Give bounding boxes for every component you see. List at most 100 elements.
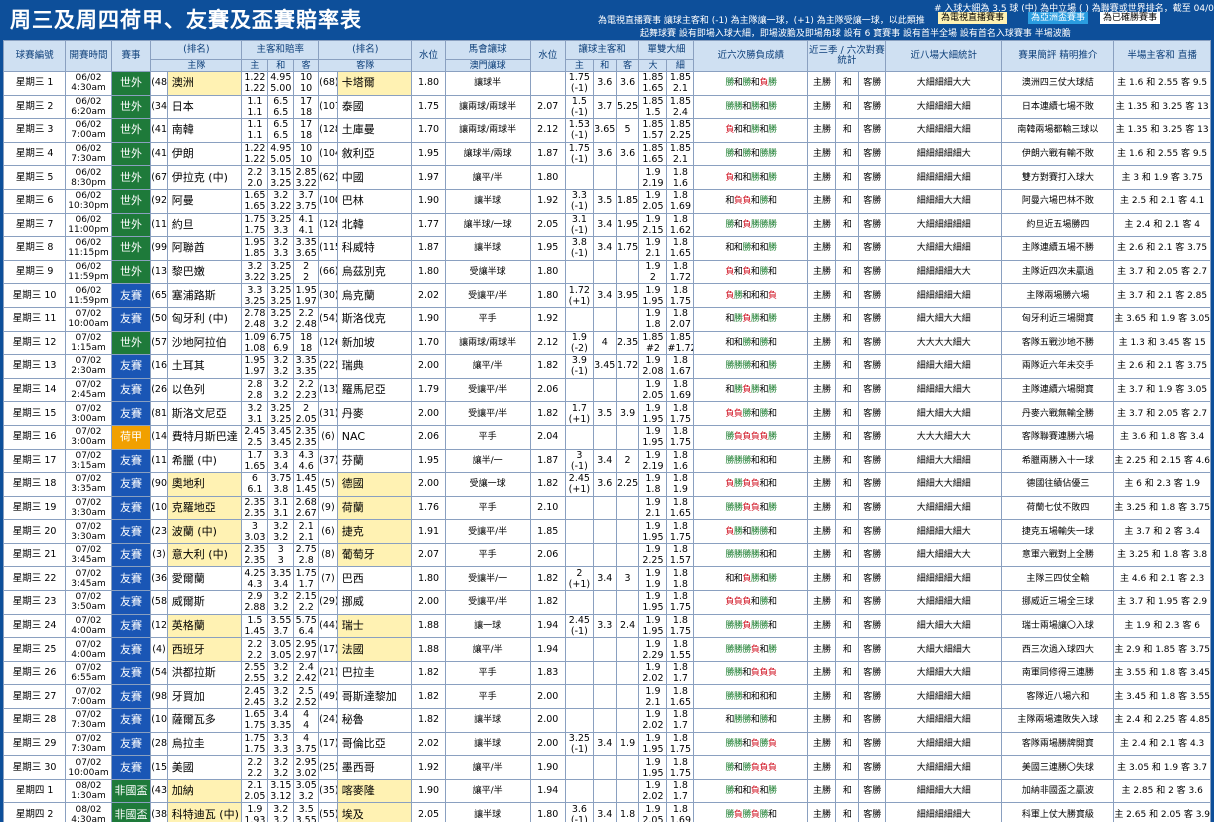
hhad-home-bottom <box>566 390 592 401</box>
table-row[interactable]: 星期三 1907/023:30am友賽(10)克羅地亞2.352.353.13.… <box>2 495 1211 521</box>
form-result: 和 <box>725 196 734 207</box>
form-result: 和 <box>725 385 734 396</box>
form-result: 和 <box>750 243 760 254</box>
odds-home-top: 2.2 <box>247 638 263 650</box>
odds-home-top: 4.25 <box>244 567 266 579</box>
kickoff-time: 08/02 1:30am <box>65 778 112 804</box>
recent-form: 和和負勝和勝 <box>693 566 809 592</box>
form-result: 勝 <box>725 149 734 160</box>
handicap-line: 受讓半球 <box>444 259 531 285</box>
hhad-away <box>615 708 640 733</box>
table-row[interactable]: 星期三 2907/027:30am友賽(28)烏拉圭1.751.753.33.3… <box>2 731 1211 757</box>
form-result: 和 <box>759 550 768 561</box>
hhad-home-top <box>566 308 592 319</box>
kickoff-time: 07/02 7:30am <box>65 731 112 757</box>
form-result: 勝 <box>742 762 751 773</box>
kickoff-clock: 2:45am <box>71 390 106 401</box>
table-row[interactable]: 星期三 21 07/02 3:45am 友賽 (3) 意大利 (中) 2.35 2.35 3 3 2… <box>2 542 1211 568</box>
table-row[interactable]: 星期三 1207/021:15am世外(57)沙地阿拉伯1.091.086.75… <box>2 330 1211 356</box>
hhad-home-bottom <box>566 555 592 566</box>
table-row[interactable]: 星期三 406/027:30am世外(41)伊朗1.221.224.955.05… <box>2 141 1211 167</box>
match-number: 星期三 4 <box>2 141 67 167</box>
match-analysis: 希臘兩勝入十一球 <box>1001 448 1115 474</box>
hilo-high-bottom: 2.1 <box>645 507 661 519</box>
water-2: 2.12 <box>529 118 566 143</box>
table-row[interactable]: 星期三 606/0210:30pm世外(92)阿曼1.651.653.23.22… <box>2 188 1211 214</box>
table-row[interactable]: 星期三 1307/022:30am友賽(16)土耳其1.951.973.23.2… <box>2 354 1211 379</box>
odds-draw-bottom: 3.45 <box>270 437 292 449</box>
table-row[interactable]: 星期三 25 07/02 4:00am 友賽 (4) 西班牙 2.2 2.2 3.05 3.05 2… <box>2 637 1211 662</box>
table-row[interactable]: 星期三 1507/023:00am友賽(81)斯洛文尼亞3.23.13.253.… <box>2 401 1211 426</box>
water-1: 1.75 <box>411 94 446 120</box>
form-result: 負 <box>767 762 777 773</box>
handicap-text: 受讓平/半 <box>468 290 508 301</box>
hhad-home <box>564 778 594 804</box>
form-result: 勝 <box>742 149 751 160</box>
table-row[interactable]: 星期三 306/027:00am世外(41)南韓1.11.16.56.51718… <box>2 118 1211 143</box>
odds-away-bottom: 2.05 <box>295 413 317 425</box>
form-result: 勝 <box>725 762 734 773</box>
table-row[interactable]: 星期三 1407/022:45am友賽(26)以色列2.82.83.23.22.… <box>2 377 1211 403</box>
water-2 <box>529 71 566 96</box>
table-row[interactable]: 星期三 906/0211:59pm世外(133)黎巴嫩3.23.223.253.… <box>2 259 1211 285</box>
table-row[interactable]: 星期三 806/0211:15pm世外(99)阿聯酋1.951.853.23.3… <box>2 236 1211 261</box>
odds-home-bottom: 3.22 <box>244 272 266 284</box>
odds-draw-bottom: 3.2 <box>273 814 289 822</box>
halftime-odds: 主 3.65 和 1.9 客 3.05 <box>1113 306 1211 332</box>
water-2: 1.80 <box>529 259 566 285</box>
kickoff-time: 06/02 11:59pm <box>65 259 112 285</box>
table-row[interactable]: 星期三 106/024:30am世外(48)澳洲1.221.224.955.00… <box>2 71 1211 96</box>
halftime-odds: 主 2.4 和 2.25 客 4.85 <box>1113 708 1211 733</box>
table-row[interactable]: 星期三 1006/0211:59pm友賽(65)塞浦路斯3.33.253.253… <box>2 283 1211 308</box>
table-row[interactable]: 星期三 1807/023:35am友賽(90)奧地利66.13.753.81.4… <box>2 472 1211 497</box>
form-result: 勝 <box>733 314 743 325</box>
table-row[interactable]: 星期三 3007/0210:00am友賽(15)美國2.22.23.23.22.… <box>2 755 1211 780</box>
table-row[interactable]: 星期三 2807/027:30am友賽(106)薩爾瓦多1.651.753.43… <box>2 708 1211 733</box>
table-row[interactable]: 星期三 206/026:20am世外(34)日本1.11.16.56.51718… <box>2 94 1211 120</box>
away-rank: (66) <box>318 259 338 285</box>
handicap-text: 讓半/一 <box>472 455 503 466</box>
form-result: 和 <box>725 243 734 254</box>
table-row[interactable]: 星期三 2707/027:00am友賽(98)牙買加2.452.453.23.2… <box>2 684 1211 710</box>
table-row[interactable]: 星期四 108/021:30am非國盃(43)加納2.12.053.153.12… <box>2 778 1211 804</box>
form-result: 勝 <box>733 644 743 655</box>
hhad-home <box>564 590 594 615</box>
table-row[interactable]: 星期三 1607/023:00am荷甲(14)費特月斯巴達2.452.53.45… <box>2 424 1211 450</box>
hilo-high: 1.9 1.8 <box>638 306 668 332</box>
col-away-rank: (排名) <box>318 40 413 60</box>
table-row[interactable]: 星期三 2407/024:00am友賽(12)英格蘭1.51.453.553.7… <box>2 613 1211 639</box>
kickoff-date: 07/02 <box>75 380 102 391</box>
hilo-high-top: 1.9 <box>645 567 661 579</box>
odds-draw: 3.25 3.3 <box>267 212 295 238</box>
h2h-home-win: 主勝 <box>807 259 837 285</box>
away-team: 巴林 <box>336 188 413 214</box>
handicap-line: 受讓半/一 <box>444 566 531 592</box>
odds-home: 1.7 1.65 <box>241 448 269 474</box>
table-row[interactable]: 星期三 2307/023:50am友賽(58)威爾斯2.92.883.23.22… <box>2 590 1211 615</box>
h2h-draw: 和 <box>835 71 860 96</box>
col-home: 主隊 <box>150 59 243 72</box>
odds-home: 3 3.03 <box>241 519 269 544</box>
hhad-home: 1.9 (-2) <box>564 330 594 356</box>
form-result: 負 <box>750 479 760 490</box>
hhad-home-top <box>566 710 592 721</box>
h2h-draw: 和 <box>835 731 860 757</box>
form-result: 勝 <box>767 314 777 325</box>
hhad-home-bottom <box>566 602 592 613</box>
table-row[interactable]: 星期三 706/0211:00pm世外(112)約旦1.751.753.253.… <box>2 212 1211 238</box>
odds-away-top: 1.75 <box>295 567 317 579</box>
odds-away-bottom: 2.48 <box>295 319 317 331</box>
hhad-home-top <box>566 261 592 272</box>
table-body: 星期三 106/024:30am世外(48)澳洲1.221.224.955.00… <box>2 71 1211 822</box>
hilo-low-top: 1.85 <box>669 72 691 84</box>
hilo-high-bottom: 2.19 <box>642 177 664 189</box>
hilo-low-bottom: 1.55 <box>669 649 691 661</box>
table-row[interactable]: 星期三 2207/023:45am友賽(36)愛爾蘭4.254.33.353.4… <box>2 566 1211 592</box>
odds-draw: 4.95 5.00 <box>267 71 295 96</box>
table-row[interactable]: 星期三 2607/026:55am友賽(54)洪都拉斯2.552.553.23.… <box>2 660 1211 686</box>
